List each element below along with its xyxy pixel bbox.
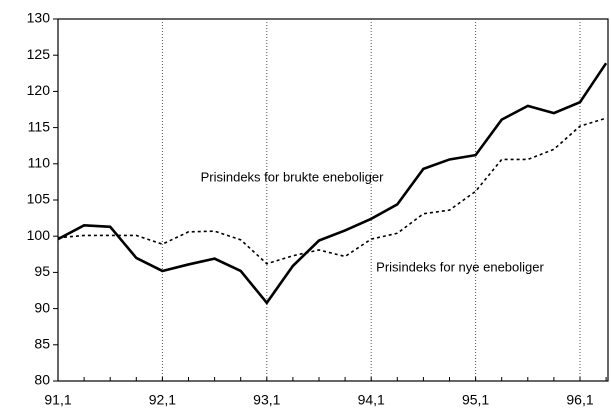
plot-frame: [57, 18, 609, 382]
series-line: [57, 62, 608, 305]
x-tick-label: 96,1: [566, 392, 593, 408]
series-line: [57, 117, 607, 265]
x-tick-label: 93,1: [253, 392, 280, 408]
y-tick-label: 85: [34, 336, 50, 352]
y-tick-label: 105: [27, 191, 51, 207]
y-tick-label: 90: [34, 299, 50, 315]
y-tick-label: 115: [28, 118, 51, 134]
y-tick-label: 100: [27, 227, 51, 243]
y-tick-label: 120: [27, 82, 51, 98]
x-tick-label: 94,1: [358, 392, 385, 408]
annotation: Prisindeks for brukte eneboliger: [201, 169, 384, 184]
annotation: Prisindeks for nye eneboliger: [376, 259, 544, 274]
y-tick-label: 130: [27, 10, 51, 26]
y-tick-label: 95: [34, 263, 50, 279]
y-tick-label: 80: [34, 372, 50, 388]
y-tick-label: 125: [27, 46, 51, 62]
y-tick-label: 110: [28, 155, 51, 171]
x-tick-label: 92,1: [149, 392, 176, 408]
x-tick-label: 95,1: [462, 392, 489, 408]
x-tick-label: 91,1: [44, 392, 71, 408]
